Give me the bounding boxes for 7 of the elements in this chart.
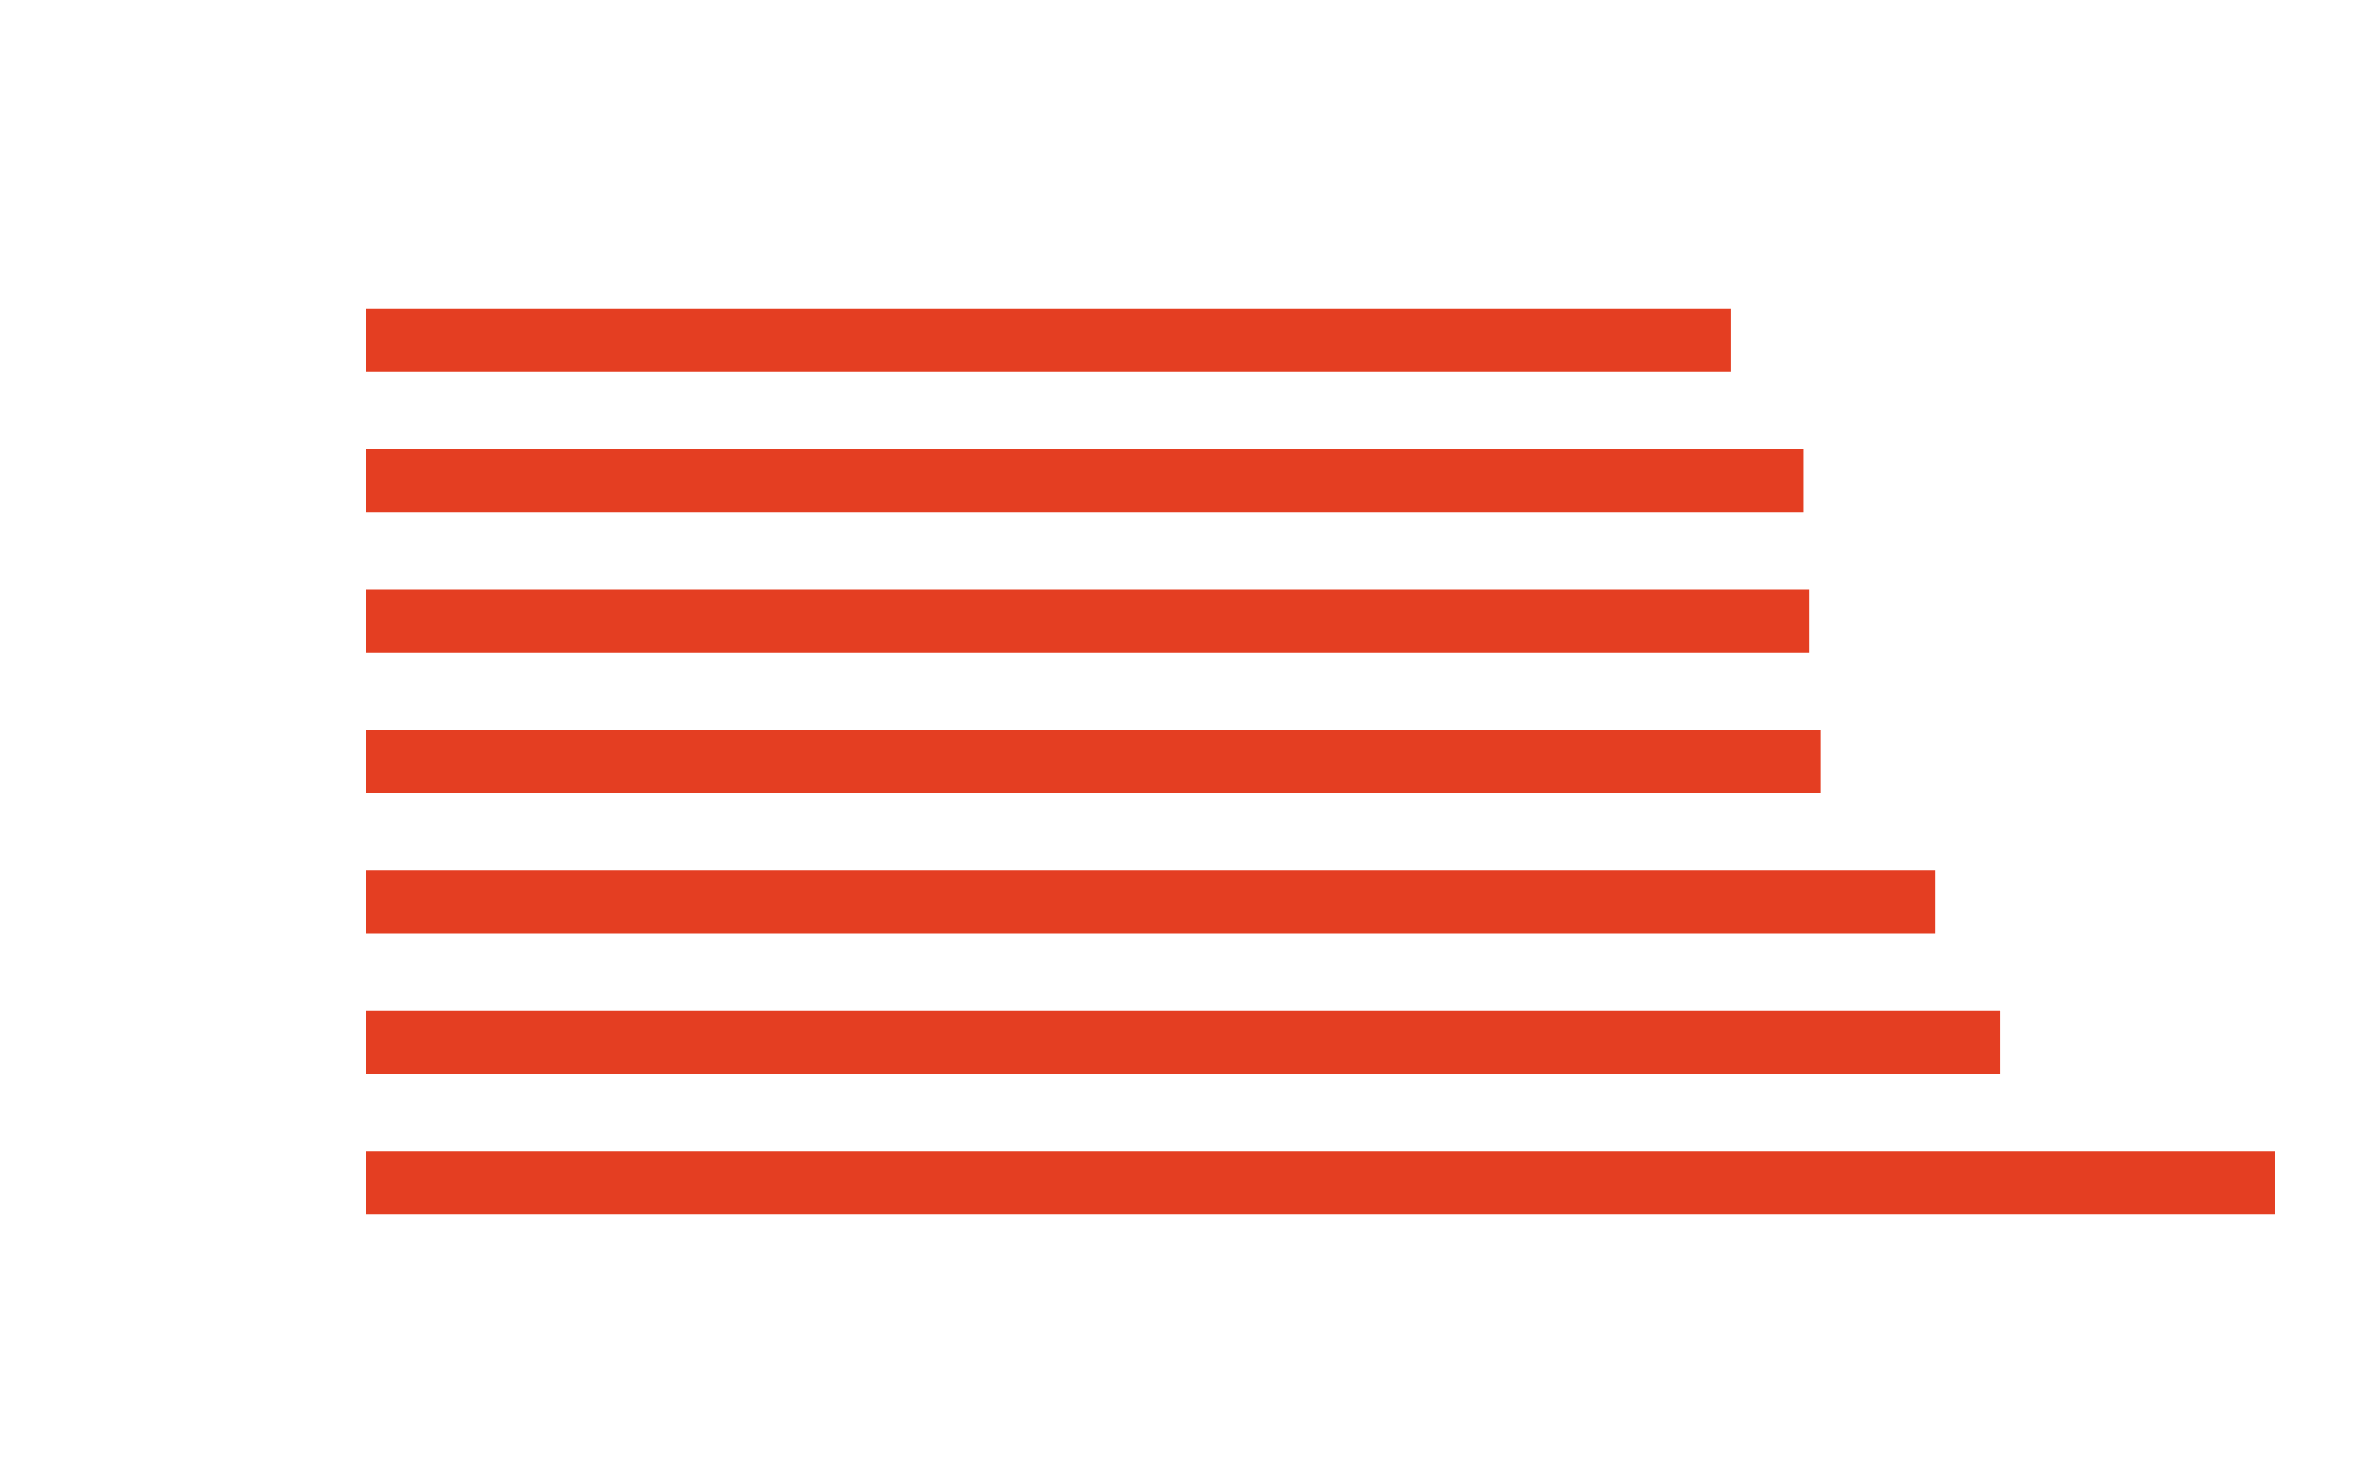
bar [365,449,1804,513]
bar [365,1010,2001,1074]
bar [365,589,1810,653]
bar [365,308,1731,372]
bar [365,1151,2275,1215]
bar [365,729,1821,794]
bar [365,870,1936,934]
